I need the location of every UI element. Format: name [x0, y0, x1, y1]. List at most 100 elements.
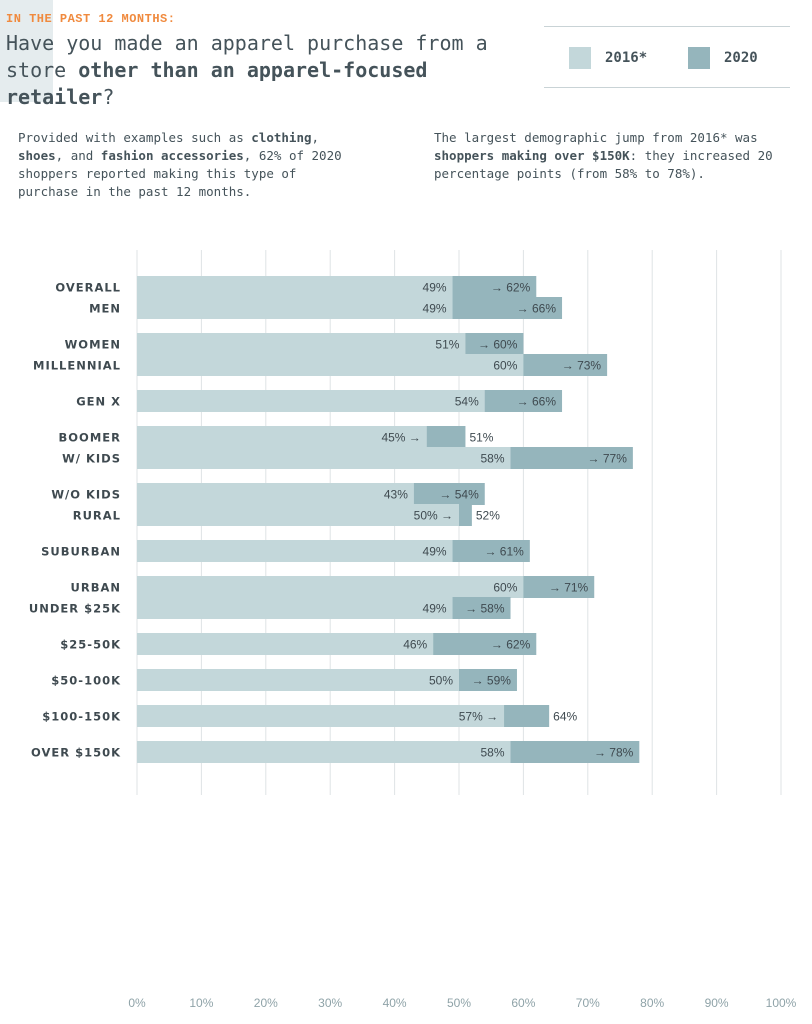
- data-label-2016: 49%: [423, 302, 447, 316]
- bar-2016: [137, 741, 511, 763]
- data-label-2020: → 66%: [517, 302, 557, 316]
- data-label-2020: → 77%: [588, 452, 628, 466]
- title-end: ?: [102, 85, 115, 109]
- legend-swatch-2020: [688, 47, 710, 69]
- data-label-2020: → 59%: [472, 674, 512, 688]
- note-left: Provided with examples such as clothing,…: [18, 129, 363, 201]
- data-label-2020: → 66%: [517, 395, 557, 409]
- note-left-text: Provided with examples such as: [18, 130, 252, 145]
- eyebrow: IN THE PAST 12 MONTHS:: [6, 12, 176, 26]
- data-label-2020: → 62%: [491, 281, 531, 295]
- x-tick-label: 90%: [705, 996, 729, 1010]
- x-tick-label: 80%: [640, 996, 664, 1010]
- bar-2016: [137, 333, 466, 355]
- bar-2016: [137, 390, 485, 412]
- category-label: GEN X: [76, 395, 121, 409]
- note-left-bold: clothing: [251, 130, 312, 145]
- data-label-2016: 60%: [493, 359, 517, 373]
- note-left-bold: fashion accessories: [100, 148, 244, 163]
- data-label-2020: → 61%: [484, 545, 524, 559]
- note-left-text: , and: [55, 148, 101, 163]
- bar-2016: [137, 426, 427, 448]
- data-label-2016: 58%: [480, 452, 504, 466]
- bar-2016: [137, 504, 459, 526]
- category-label: $50-100K: [51, 674, 121, 688]
- legend-label-2020: 2020: [724, 50, 758, 66]
- data-label-2016: 54%: [455, 395, 479, 409]
- x-tick-label: 30%: [318, 996, 342, 1010]
- data-label-2016: 49%: [423, 281, 447, 295]
- note-left-text: ,: [311, 130, 320, 145]
- x-tick-label: 10%: [189, 996, 213, 1010]
- category-label: MILLENNIAL: [33, 359, 121, 373]
- data-label-2016: 46%: [403, 638, 427, 652]
- note-left-text: , 62% of 2020 shoppers reported making t…: [18, 148, 342, 199]
- title-accent-block: [0, 0, 53, 102]
- bar-2016: [137, 669, 459, 691]
- data-label-2016: 43%: [384, 488, 408, 502]
- data-label-2020: 51%: [469, 431, 493, 445]
- note-right-bold: shoppers making over $150K: [434, 148, 630, 163]
- category-label: BOOMER: [59, 431, 121, 445]
- bar-2016: [137, 447, 511, 469]
- data-label-2016: 58%: [480, 746, 504, 760]
- title-emphasis: other than an apparel-focused retailer: [6, 58, 428, 109]
- category-label: OVERALL: [55, 281, 121, 295]
- data-label-2016: 45% →: [381, 431, 420, 445]
- title-text: Have you made an apparel purchase from a…: [6, 31, 488, 82]
- legend-swatch-2016: [569, 47, 591, 69]
- category-label: OVER $150K: [31, 746, 121, 760]
- category-label: W/O KIDS: [51, 488, 121, 502]
- note-right-text: The largest demographic jump from 2016* …: [434, 130, 758, 145]
- category-label: UNDER $25K: [29, 602, 121, 616]
- bar-2016: [137, 354, 524, 376]
- category-label: $25-50K: [60, 638, 121, 652]
- x-tick-label: 0%: [128, 996, 146, 1010]
- category-label: $100-150K: [42, 710, 121, 724]
- data-label-2020: → 71%: [549, 581, 589, 595]
- bar-2016: [137, 297, 453, 319]
- data-label-2016: 50%: [429, 674, 453, 688]
- data-label-2016: 60%: [493, 581, 517, 595]
- data-label-2016: 49%: [423, 545, 447, 559]
- legend: 2016* 2020: [544, 26, 790, 88]
- x-tick-label: 60%: [511, 996, 535, 1010]
- category-label: SUBURBAN: [41, 545, 121, 559]
- bar-2016: [137, 483, 414, 505]
- data-label-2016: 50% →: [414, 509, 453, 523]
- bar-2016: [137, 576, 524, 598]
- x-tick-label: 70%: [576, 996, 600, 1010]
- category-label: MEN: [89, 302, 121, 316]
- category-label: WOMEN: [65, 338, 121, 352]
- x-tick-label: 100%: [766, 996, 797, 1010]
- note-right-text: : they increased 20 percentage points (f…: [434, 148, 773, 181]
- data-label-2016: 49%: [423, 602, 447, 616]
- category-label: URBAN: [71, 581, 121, 595]
- data-label-2020: 64%: [553, 710, 577, 724]
- category-label: RURAL: [73, 509, 121, 523]
- page-title: Have you made an apparel purchase from a…: [6, 30, 546, 111]
- data-label-2020: → 78%: [594, 746, 634, 760]
- note-right: The largest demographic jump from 2016* …: [434, 129, 779, 183]
- bar-chart: 0% 10% 20% 30% 40% 50% 60% 70% 80% 90% 100% OVERALL…: [29, 250, 797, 1010]
- data-label-2020: → 73%: [562, 359, 602, 373]
- category-label: W/ KIDS: [62, 452, 121, 466]
- data-label-2020: → 58%: [465, 602, 505, 616]
- bar-2016: [137, 633, 434, 655]
- data-label-2020: → 62%: [491, 638, 531, 652]
- data-label-2016: 51%: [435, 338, 459, 352]
- bar-2016: [137, 540, 453, 562]
- bar-2016: [137, 276, 453, 298]
- x-tick-label: 50%: [447, 996, 471, 1010]
- legend-item-2016: 2016*: [569, 47, 647, 69]
- bar-2016: [137, 705, 505, 727]
- data-label-2020: → 54%: [439, 488, 479, 502]
- x-tick-label: 40%: [383, 996, 407, 1010]
- bar-2016: [137, 597, 453, 619]
- legend-item-2020: 2020: [688, 47, 758, 69]
- data-label-2020: 52%: [476, 509, 500, 523]
- legend-label-2016: 2016*: [605, 50, 648, 66]
- data-label-2020: → 60%: [478, 338, 518, 352]
- data-label-2016: 57% →: [459, 710, 498, 724]
- x-tick-label: 20%: [254, 996, 278, 1010]
